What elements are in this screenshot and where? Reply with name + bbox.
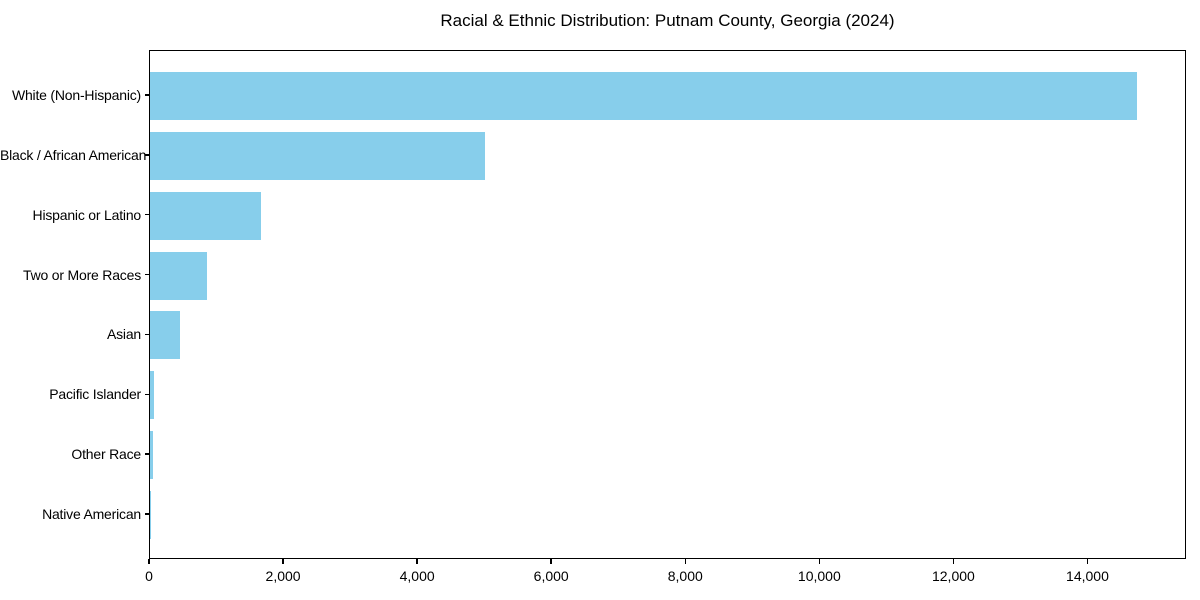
ytick-mark-native-american (145, 513, 149, 515)
xtick-label-2000: 2,000 (265, 568, 301, 584)
xtick-label-14000: 14,000 (1066, 568, 1109, 584)
xtick-label-4000: 4,000 (399, 568, 435, 584)
xtick-mark-2000 (282, 559, 284, 564)
bar-other-race (150, 431, 153, 480)
ytick-label-black-african-american: Black / African American (0, 146, 147, 163)
xtick-mark-8000 (684, 559, 686, 564)
ytick-mark-asian (145, 333, 149, 336)
xtick-label-12000: 12,000 (931, 568, 975, 584)
ytick-label-hispanic-or-latino: Hispanic or Latino (32, 206, 142, 223)
chart-title: Racial & Ethnic Distribution: Putnam Cou… (440, 11, 895, 30)
xtick-label-0: 0 (145, 568, 153, 584)
bar-pacific-islander (150, 371, 154, 420)
ytick-mark-two-or-more-races (145, 273, 149, 276)
ytick-mark-hispanic-or-latino (145, 213, 149, 216)
xtick-mark-14000 (1086, 559, 1089, 564)
ytick-label-pacific-islander: Pacific Islander (49, 386, 141, 403)
ytick-mark-other-race (145, 453, 149, 455)
ytick-label-native-american: Native American (42, 506, 141, 523)
xtick-label-8000: 8,000 (667, 568, 703, 584)
bar-asian (150, 311, 180, 360)
xtick-mark-12000 (952, 559, 955, 564)
bar-two-or-more-races (150, 251, 207, 300)
bar-hispanic-or-latino (150, 191, 261, 240)
ytick-mark-white-non-hispanic (145, 94, 149, 96)
ytick-mark-black-african-american (145, 154, 149, 156)
plot-area (149, 50, 1186, 559)
xtick-label-10000: 10,000 (797, 568, 841, 584)
ytick-mark-pacific-islander (145, 393, 149, 396)
xtick-label-6000: 6,000 (533, 568, 569, 584)
ytick-label-white-non-hispanic: White (Non-Hispanic) (11, 86, 141, 103)
ytick-label-asian: Asian (106, 326, 141, 343)
xtick-mark-6000 (550, 559, 552, 564)
bar-white-non-hispanic (150, 71, 1137, 120)
xtick-mark-10000 (818, 559, 821, 564)
bar-native-american (150, 491, 151, 540)
xtick-mark-4000 (416, 559, 418, 564)
bar-black-african-american (150, 131, 485, 180)
ytick-label-two-or-more-races: Two or More Races (23, 266, 141, 283)
ytick-label-other-race: Other Race (71, 446, 141, 463)
xtick-mark-0 (148, 559, 150, 564)
